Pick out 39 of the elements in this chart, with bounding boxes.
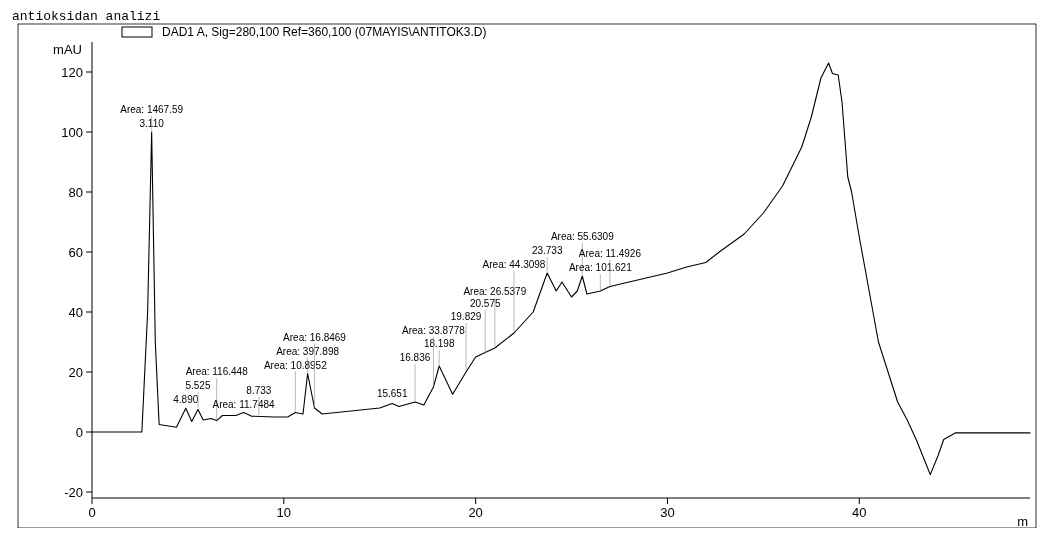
x-tick-label: 30 [660, 505, 675, 520]
annotation: Area: 55.6309 [550, 231, 615, 242]
y-axis-title: mAU [53, 42, 82, 57]
x-tick-label: 0 [88, 505, 96, 520]
annotation: Area: 1467.59 [120, 104, 184, 115]
annotation: 16.836 [399, 352, 431, 363]
y-tick-label: 120 [61, 64, 83, 80]
annotation: Area: 26.5379 [463, 286, 527, 297]
chart-title: antioksidan analizi [12, 9, 161, 24]
annotation: Area: 116.448 [185, 366, 249, 378]
annotation: 5.525 [185, 380, 211, 392]
annotation: 8.733 [246, 384, 272, 396]
annotation: Area: 11.4926 [578, 248, 642, 259]
x-tick-label: 20 [468, 505, 483, 520]
annotation: 19.829 [450, 311, 482, 322]
y-tick-label: -20 [64, 484, 83, 500]
x-tick-label: 40 [852, 505, 867, 520]
annotation: Area: 10.8952 [263, 359, 328, 371]
y-tick-label: 40 [68, 304, 83, 320]
annotation: 18.198 [423, 338, 455, 349]
y-tick-label: 80 [68, 184, 83, 200]
annotation: Area: 101.621 [568, 262, 633, 273]
annotation: Area: 44.3098 [482, 259, 546, 270]
x-axis-title: m [1017, 514, 1028, 529]
annotation: Area: 33.8778 [402, 325, 466, 336]
annotation: 15.651 [376, 388, 408, 399]
annotation: Area: 397.898 [276, 345, 340, 357]
annotation: Area: 11.7484 [212, 398, 276, 410]
legend-label: DAD1 A, Sig=280,100 Ref=360,100 (07MAYIS\ANTITOK3.D) [162, 25, 487, 39]
y-tick-label: 100 [61, 124, 83, 140]
y-tick-label: 0 [75, 424, 83, 440]
annotation: Area: 16.8469 [283, 331, 347, 343]
annotation: 3.110 [139, 118, 165, 129]
y-tick-label: 20 [68, 364, 83, 380]
x-tick-label: 10 [276, 505, 292, 520]
annotation: 4.890 [173, 394, 199, 406]
y-tick-label: 60 [68, 244, 83, 260]
annotation: 20.575 [469, 298, 501, 309]
annotation: 23.733 [531, 245, 563, 256]
